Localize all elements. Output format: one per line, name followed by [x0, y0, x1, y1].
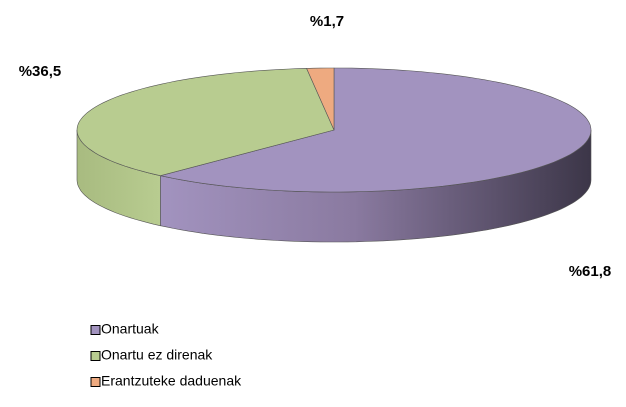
data-label: %36,5	[19, 63, 62, 80]
legend-label: Erantzuteke daduenak	[101, 373, 242, 389]
legend-swatch	[90, 351, 101, 361]
data-label: %61,8	[569, 263, 612, 280]
legend-swatch	[90, 377, 101, 387]
legend-label: Onartu ez direnak	[101, 347, 213, 363]
legend-label: Onartuak	[101, 321, 160, 337]
data-label: %1,7	[310, 13, 344, 30]
legend-swatch	[90, 325, 101, 335]
pie-slice	[160, 67, 592, 193]
pie-slice	[76, 68, 335, 177]
pie-slice	[306, 67, 335, 131]
